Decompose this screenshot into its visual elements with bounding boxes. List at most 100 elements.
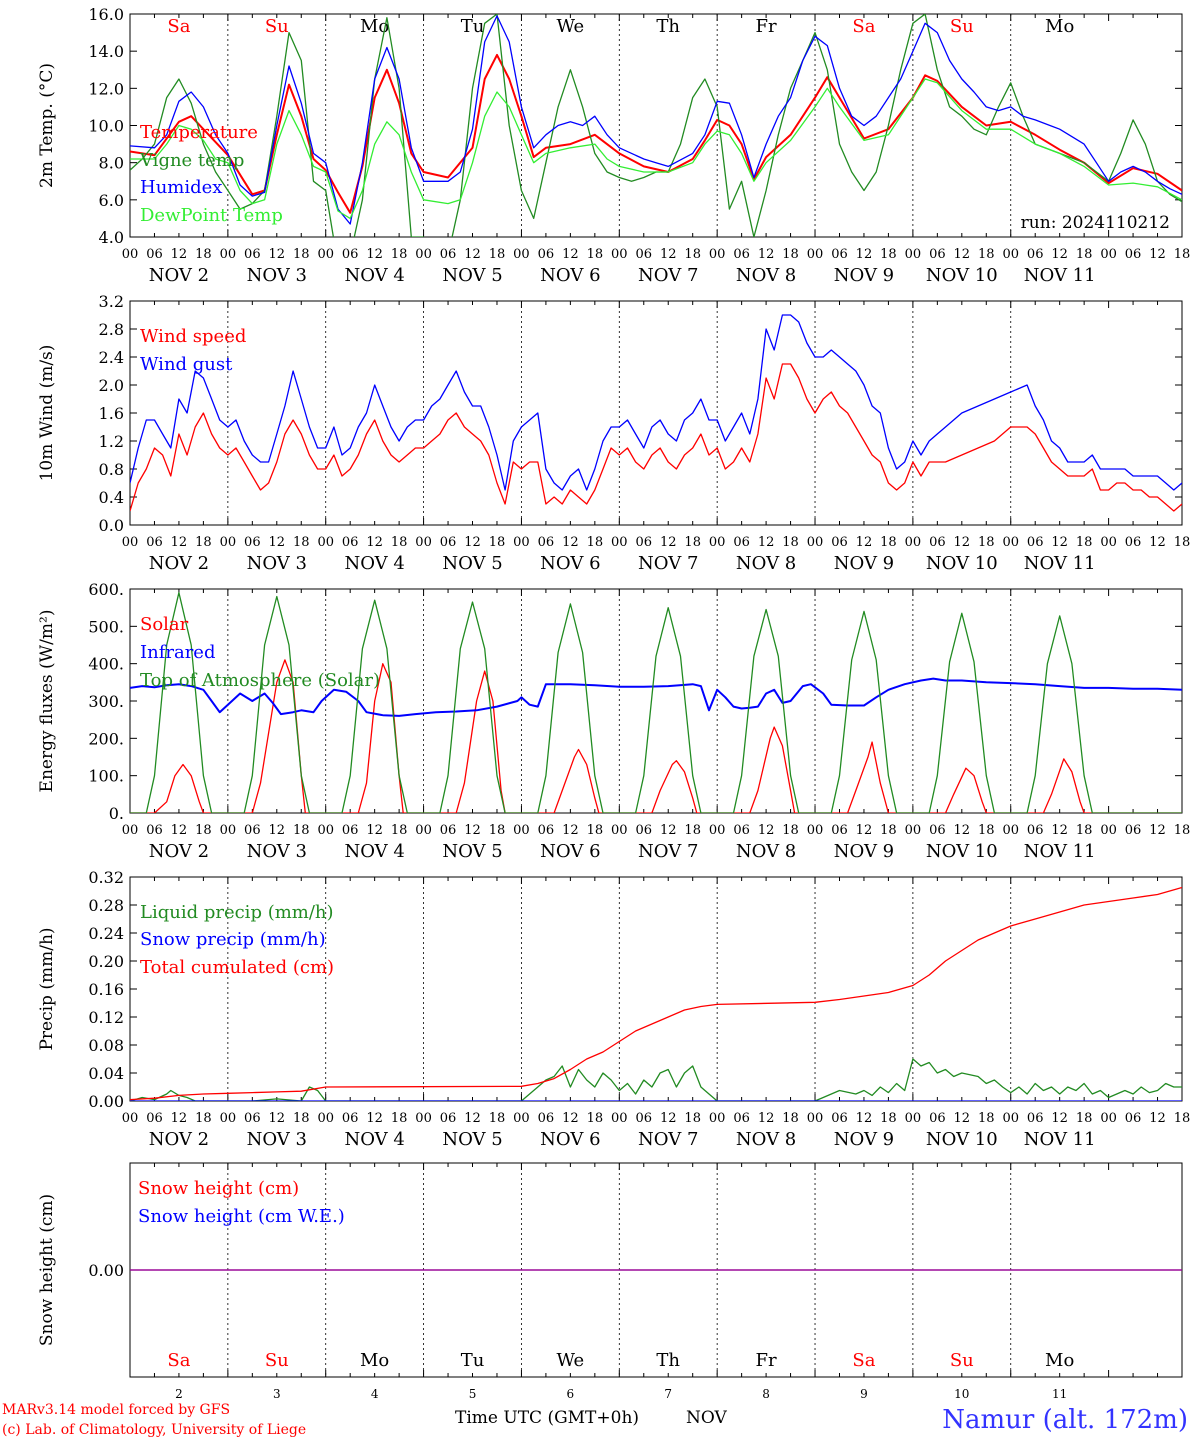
hour-tick-label: 00: [807, 247, 824, 262]
hour-tick-label: 00: [611, 535, 628, 550]
hour-tick-label: 06: [733, 823, 750, 838]
hour-tick-label: 12: [464, 535, 481, 550]
series-group: [130, 886, 1182, 1101]
y-tick-label: 12.0: [88, 79, 124, 98]
hour-tick-label: 06: [1125, 823, 1142, 838]
date-label: NOV 8: [736, 1129, 796, 1150]
date-label: NOV 2: [149, 265, 209, 286]
hour-tick-label: 00: [611, 1111, 628, 1126]
hour-tick-label: 00: [1100, 535, 1117, 550]
hour-tick-label: 18: [978, 535, 995, 550]
weekday-label: Su: [950, 1350, 974, 1371]
hour-tick-label: 18: [1174, 535, 1191, 550]
hour-tick-label: 12: [269, 247, 286, 262]
hour-tick-label: 06: [1027, 247, 1044, 262]
hour-tick-label: 18: [1076, 1111, 1093, 1126]
hour-tick-label: 00: [415, 247, 432, 262]
hour-tick-label: 06: [635, 823, 652, 838]
hour-tick-label: 06: [929, 247, 946, 262]
hour-tick-label: 12: [660, 247, 677, 262]
hour-tick-label: 12: [954, 247, 971, 262]
hour-tick-label: 18: [587, 1111, 604, 1126]
hour-tick-label: 00: [513, 823, 530, 838]
date-label: NOV 3: [247, 553, 307, 574]
hour-tick-label: 06: [538, 823, 555, 838]
hour-tick-label: 12: [464, 1111, 481, 1126]
hour-tick-label: 00: [611, 247, 628, 262]
hour-tick-label: 12: [1051, 823, 1068, 838]
y-tick-label: 0.12: [88, 1008, 124, 1027]
date-label: NOV 7: [638, 553, 698, 574]
hour-tick-label: 12: [171, 823, 188, 838]
y-tick-label: 100.: [88, 767, 124, 786]
date-label: NOV 9: [834, 265, 894, 286]
series-line: [130, 15, 1182, 225]
hour-tick-label: 00: [220, 823, 237, 838]
hour-tick-label: 12: [269, 535, 286, 550]
y-tick-label: 1.6: [99, 404, 124, 423]
hour-tick-label: 18: [1174, 1111, 1191, 1126]
legend-entry: Vigne temp: [139, 150, 244, 171]
hour-tick-label: 12: [856, 823, 873, 838]
hour-tick-label: 18: [293, 247, 310, 262]
hour-tick-label: 18: [684, 247, 701, 262]
date-label: NOV 3: [247, 265, 307, 286]
hour-tick-label: 12: [954, 823, 971, 838]
hour-tick-label: 12: [1051, 535, 1068, 550]
day-number-label: 11: [1052, 1387, 1067, 1401]
hour-tick-label: 00: [415, 535, 432, 550]
y-tick-label: 0.04: [88, 1064, 124, 1083]
hour-tick-label: 12: [464, 823, 481, 838]
hour-tick-label: 12: [1149, 535, 1166, 550]
hour-tick-label: 06: [244, 535, 261, 550]
hour-tick-label: 12: [562, 247, 579, 262]
day-number-label: 6: [567, 1387, 575, 1401]
hour-tick-label: 06: [244, 823, 261, 838]
location-label: Namur (alt. 172m): [942, 1405, 1188, 1435]
legend-entry: Wind speed: [140, 326, 246, 347]
y-tick-label: 0.32: [88, 868, 124, 887]
weekday-label: Su: [265, 1350, 289, 1371]
hour-tick-label: 06: [342, 535, 359, 550]
hour-tick-label: 00: [905, 1111, 922, 1126]
hour-tick-label: 12: [562, 1111, 579, 1126]
hour-tick-label: 12: [171, 247, 188, 262]
hour-tick-label: 18: [391, 247, 408, 262]
hour-tick-label: 18: [195, 247, 212, 262]
hour-tick-label: 12: [366, 535, 383, 550]
legend-entry: Solar: [140, 614, 189, 635]
date-label: NOV 10: [926, 841, 998, 862]
hour-tick-label: 00: [905, 247, 922, 262]
series-line: [130, 677, 1182, 717]
hour-tick-label: 06: [929, 823, 946, 838]
plot-frame: [129, 588, 1183, 814]
hour-tick-label: 00: [317, 823, 334, 838]
date-label: NOV 6: [540, 265, 600, 286]
legend-entry: Top of Atmosphere (Solar): [140, 670, 380, 691]
hour-tick-label: 12: [464, 247, 481, 262]
y-tick-label: 14.0: [88, 42, 124, 61]
hour-tick-label: 06: [440, 247, 457, 262]
hour-tick-label: 00: [220, 535, 237, 550]
hour-tick-label: 00: [807, 1111, 824, 1126]
weekday-label: Sa: [167, 16, 190, 37]
y-tick-label: 10.0: [88, 117, 124, 136]
lab-credit: (c) Lab. of Climatology, University of L…: [2, 1422, 306, 1438]
date-label: NOV 6: [540, 553, 600, 574]
hour-tick-label: 12: [856, 1111, 873, 1126]
y-tick-label: 0.08: [88, 1036, 124, 1055]
date-label: NOV 2: [149, 841, 209, 862]
hour-tick-label: 00: [709, 823, 726, 838]
series-group: [130, 592, 1182, 813]
date-label: NOV 6: [540, 1129, 600, 1150]
y-tick-label: 0.0: [99, 516, 124, 535]
hour-tick-label: 12: [758, 247, 775, 262]
day-number-label: 4: [371, 1387, 379, 1401]
series-line: [130, 314, 1182, 491]
hour-tick-label: 06: [342, 247, 359, 262]
hour-tick-label: 18: [978, 247, 995, 262]
x-axis-title: Time UTC (GMT+0h): [455, 1408, 639, 1428]
weekday-label: Mo: [360, 1350, 389, 1371]
hour-tick-label: 00: [807, 823, 824, 838]
y-tick-label: 0.28: [88, 896, 124, 915]
